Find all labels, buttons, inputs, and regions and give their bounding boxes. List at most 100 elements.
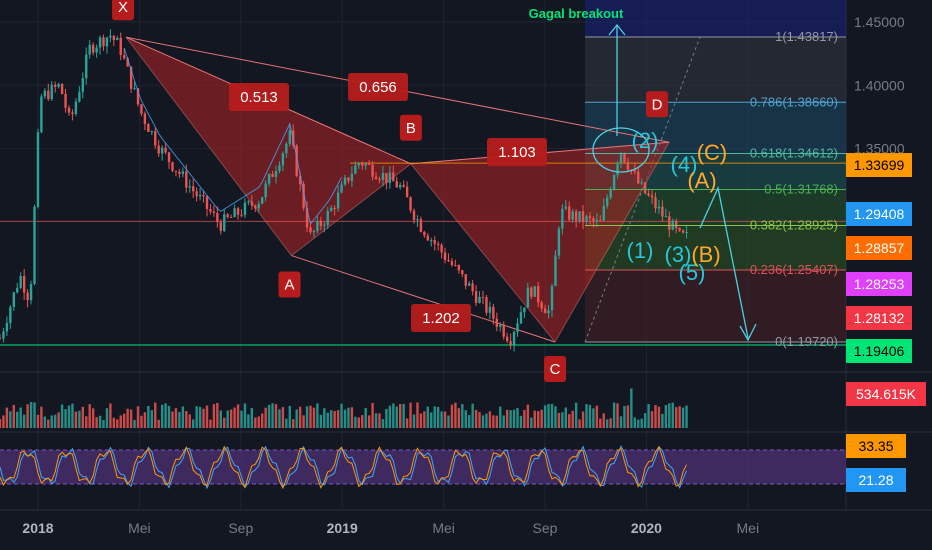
volume-bar xyxy=(436,406,440,428)
candle-body xyxy=(164,147,167,153)
volume-bar xyxy=(50,415,53,428)
candle-body xyxy=(585,216,588,222)
candle-body xyxy=(98,37,102,48)
volume-bar xyxy=(233,407,236,428)
volume-bar xyxy=(22,414,26,428)
volume-bar xyxy=(9,411,12,428)
volume-bar xyxy=(178,412,181,428)
candle-body xyxy=(185,171,188,188)
candle-body xyxy=(285,143,288,154)
volume-bar xyxy=(319,414,323,428)
volume-pane xyxy=(0,388,688,428)
y-tick-label: 1.35000 xyxy=(854,141,905,157)
candle-body xyxy=(85,54,88,79)
volume-bar xyxy=(85,416,88,428)
candle-body xyxy=(271,173,274,177)
candle-body xyxy=(305,208,309,228)
volume-bar xyxy=(530,417,533,428)
candle-body xyxy=(650,195,654,198)
candle-body xyxy=(181,171,185,175)
volume-bar xyxy=(302,415,305,428)
candle-body xyxy=(278,165,281,172)
candle-body xyxy=(198,194,202,197)
volume-bar xyxy=(550,403,554,428)
candle-body xyxy=(647,193,650,196)
candle-body xyxy=(495,318,498,327)
wave-label-orange: (A) xyxy=(687,168,716,193)
price-tag-label: 1.19406 xyxy=(854,343,905,359)
candle-body xyxy=(450,261,454,266)
volume-bar xyxy=(202,408,205,428)
volume-bar xyxy=(402,403,405,428)
volume-bar xyxy=(606,419,609,428)
oscillator-d-line xyxy=(0,445,687,490)
volume-bar xyxy=(278,409,281,428)
candle-body xyxy=(523,307,526,313)
candle-body xyxy=(550,286,554,311)
volume-bar xyxy=(157,419,160,428)
candle-body xyxy=(43,90,47,97)
volume-bar xyxy=(105,408,109,428)
volume-bar xyxy=(471,403,474,428)
volume-bar xyxy=(274,404,278,428)
candle-body xyxy=(5,323,9,332)
candle-body xyxy=(302,183,305,209)
candle-body xyxy=(678,228,681,231)
volume-bar xyxy=(430,412,433,428)
candle-body xyxy=(471,283,474,292)
candle-body xyxy=(385,173,388,184)
volume-bar xyxy=(91,408,95,428)
volume-bar xyxy=(198,406,202,428)
d-circle-highlight xyxy=(592,127,650,173)
volume-bar xyxy=(623,405,626,428)
volume-bar xyxy=(361,415,364,428)
ratio-label-bd-box xyxy=(487,138,547,166)
candle-body xyxy=(626,161,630,170)
y-tick-label: 1.45000 xyxy=(854,14,905,30)
candle-body xyxy=(47,90,50,100)
volume-bar xyxy=(488,411,492,428)
ratio-label-bd: 1.103 xyxy=(498,144,536,161)
candle-body xyxy=(402,184,405,187)
candle-body xyxy=(309,227,312,233)
x-tick-label: 2018 xyxy=(22,520,53,536)
pattern-point-box xyxy=(544,356,566,382)
ratio-label-xb-box xyxy=(229,83,289,111)
candle-body xyxy=(54,84,57,87)
candle-body xyxy=(588,216,592,219)
volume-bar xyxy=(492,415,495,428)
volume-bar xyxy=(468,415,471,428)
volume-bar xyxy=(205,405,209,428)
candle-body xyxy=(526,287,530,308)
volume-bar xyxy=(312,407,316,428)
candle-body xyxy=(347,177,350,181)
volume-bar xyxy=(602,413,605,428)
candle-body xyxy=(78,91,81,102)
volume-bar xyxy=(340,403,343,428)
candle-body xyxy=(426,235,429,241)
volume-bar xyxy=(188,414,191,428)
candle-body xyxy=(405,186,409,198)
candle-body xyxy=(95,47,98,53)
projection-arrow xyxy=(699,185,749,339)
candle-body xyxy=(219,222,222,231)
candle-body xyxy=(571,211,574,220)
volume-bar xyxy=(505,409,509,428)
pattern-point-box xyxy=(646,91,669,118)
candle-body xyxy=(340,184,343,193)
candle-body xyxy=(371,164,374,177)
candle-body xyxy=(36,132,40,207)
annotations: 0.513 0.656 1.103 1.202 X A B C D Gagal breakout (… xyxy=(112,0,757,382)
fib-zone xyxy=(585,102,846,154)
volume-bar xyxy=(36,414,40,428)
volume-bar xyxy=(140,415,143,428)
candle-body xyxy=(40,96,43,133)
candle-body xyxy=(675,220,678,229)
oscillator-tag-box xyxy=(846,468,906,492)
pattern-point-box xyxy=(112,0,135,21)
candle-body xyxy=(419,219,423,232)
breakout-annotation: Gagal breakout xyxy=(529,6,624,21)
volume-bar xyxy=(599,418,602,428)
candle-body xyxy=(64,94,67,108)
candle-body xyxy=(357,163,360,166)
